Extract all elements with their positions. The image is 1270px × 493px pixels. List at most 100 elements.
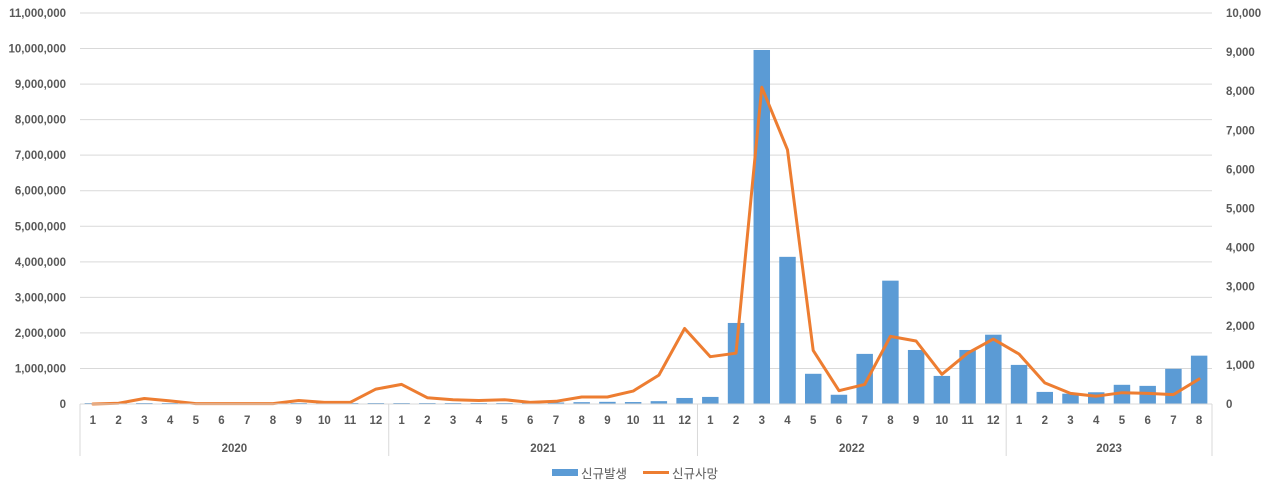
month-label: 1 (90, 415, 97, 427)
bar (830, 394, 848, 404)
month-label: 3 (141, 415, 147, 427)
left-axis-tick: 9,000,000 (15, 79, 66, 91)
month-label: 11 (344, 415, 357, 427)
month-label: 2 (115, 415, 121, 427)
month-label: 6 (836, 415, 842, 427)
left-axis-tick: 6,000,000 (15, 186, 66, 198)
month-label: 9 (604, 415, 610, 427)
right-axis-tick: 7,000 (1226, 125, 1255, 137)
bar (1139, 385, 1156, 404)
right-axis-tick: 10,000 (1226, 8, 1261, 20)
legend: 신규발생 신규사망 (0, 463, 1270, 482)
right-axis-tick: 3,000 (1226, 282, 1255, 294)
month-label: 8 (887, 415, 894, 427)
month-label: 5 (1119, 415, 1126, 427)
left-axis-tick: 1,000,000 (15, 363, 66, 375)
bar (985, 334, 1002, 404)
bar-swatch-icon (551, 469, 578, 476)
bar (907, 349, 925, 404)
right-axis-tick: 2,000 (1226, 321, 1255, 333)
month-label: 3 (1067, 415, 1073, 427)
line-series-new-deaths (91, 85, 1201, 406)
left-y-axis: 0 1,000,000 2,000,000 3,000,000 4,000,000 5,0… (8, 8, 66, 411)
bar (1062, 393, 1079, 404)
month-label: 7 (1170, 415, 1176, 427)
bar (676, 397, 693, 404)
month-label: 7 (244, 415, 250, 427)
gridlines (80, 12, 1212, 405)
right-axis-tick: 5,000 (1226, 204, 1255, 216)
month-label: 12 (987, 415, 1000, 427)
month-label: 2 (733, 415, 739, 427)
bar (1087, 392, 1105, 404)
left-axis-tick: 4,000,000 (15, 257, 66, 269)
right-axis-tick: 6,000 (1226, 164, 1255, 176)
left-axis-tick: 8,000,000 (15, 115, 66, 127)
left-axis-tick: 10,000,000 (8, 44, 66, 56)
month-label: 6 (527, 415, 533, 427)
month-label: 4 (784, 415, 791, 427)
month-label: 11 (653, 415, 666, 427)
bar (779, 256, 796, 404)
month-label: 7 (861, 415, 867, 427)
month-label: 12 (369, 415, 382, 427)
month-label: 2 (1042, 415, 1048, 427)
left-axis-tick: 2,000,000 (15, 328, 66, 340)
year-label: 2022 (839, 443, 865, 455)
deaths-line (91, 85, 1201, 406)
legend-item-new-cases: 신규발생 (551, 463, 627, 482)
month-label: 8 (270, 415, 277, 427)
legend-label-new-cases: 신규발생 (580, 466, 627, 481)
legend-label-new-deaths: 신규사망 (672, 466, 719, 481)
bar (1113, 384, 1131, 404)
month-label: 10 (627, 415, 640, 427)
right-axis-tick: 1,000 (1226, 360, 1255, 372)
bar (599, 401, 616, 404)
month-label: 1 (707, 415, 714, 427)
bar-series-new-cases (84, 49, 1208, 404)
bar (573, 402, 590, 404)
bar (1036, 391, 1054, 404)
line-swatch-icon (643, 471, 669, 474)
left-axis-tick: 0 (60, 399, 66, 411)
month-label: 4 (476, 415, 483, 427)
month-label: 3 (759, 415, 765, 427)
month-label: 1 (1016, 415, 1023, 427)
right-y-axis: 0 1,000 2,000 3,000 4,000 5,000 6,000 7,000 8,00… (1226, 8, 1261, 411)
year-label: 2023 (1096, 443, 1122, 455)
bar (882, 280, 899, 404)
month-label: 5 (193, 415, 200, 427)
month-label: 9 (295, 415, 301, 427)
legend-item-new-deaths: 신규사망 (643, 463, 718, 482)
left-axis-tick: 5,000,000 (15, 221, 66, 233)
bar (856, 353, 873, 404)
bar (624, 402, 642, 404)
bar (1165, 368, 1182, 404)
year-label: 2020 (222, 443, 248, 455)
month-label: 3 (450, 415, 456, 427)
month-label: 4 (1093, 415, 1100, 427)
month-label: 4 (167, 415, 174, 427)
bar (727, 322, 745, 404)
month-label: 8 (578, 415, 585, 427)
right-axis-tick: 0 (1226, 399, 1232, 411)
bar (959, 349, 976, 404)
right-axis-tick: 4,000 (1226, 243, 1255, 255)
month-label: 7 (553, 415, 559, 427)
month-label: 12 (678, 415, 691, 427)
bar (804, 373, 822, 404)
month-label: 2 (424, 415, 430, 427)
bar (702, 396, 719, 404)
right-axis-tick: 9,000 (1226, 47, 1255, 59)
bar (933, 375, 951, 404)
month-label: 10 (318, 415, 331, 427)
month-label: 5 (810, 415, 817, 427)
left-axis-tick: 7,000,000 (15, 150, 66, 162)
left-axis-tick: 3,000,000 (15, 292, 66, 304)
month-label: 9 (913, 415, 919, 427)
month-label: 6 (1144, 415, 1150, 427)
year-label: 2021 (530, 443, 556, 455)
month-label: 11 (962, 415, 975, 427)
month-label: 8 (1196, 415, 1203, 427)
